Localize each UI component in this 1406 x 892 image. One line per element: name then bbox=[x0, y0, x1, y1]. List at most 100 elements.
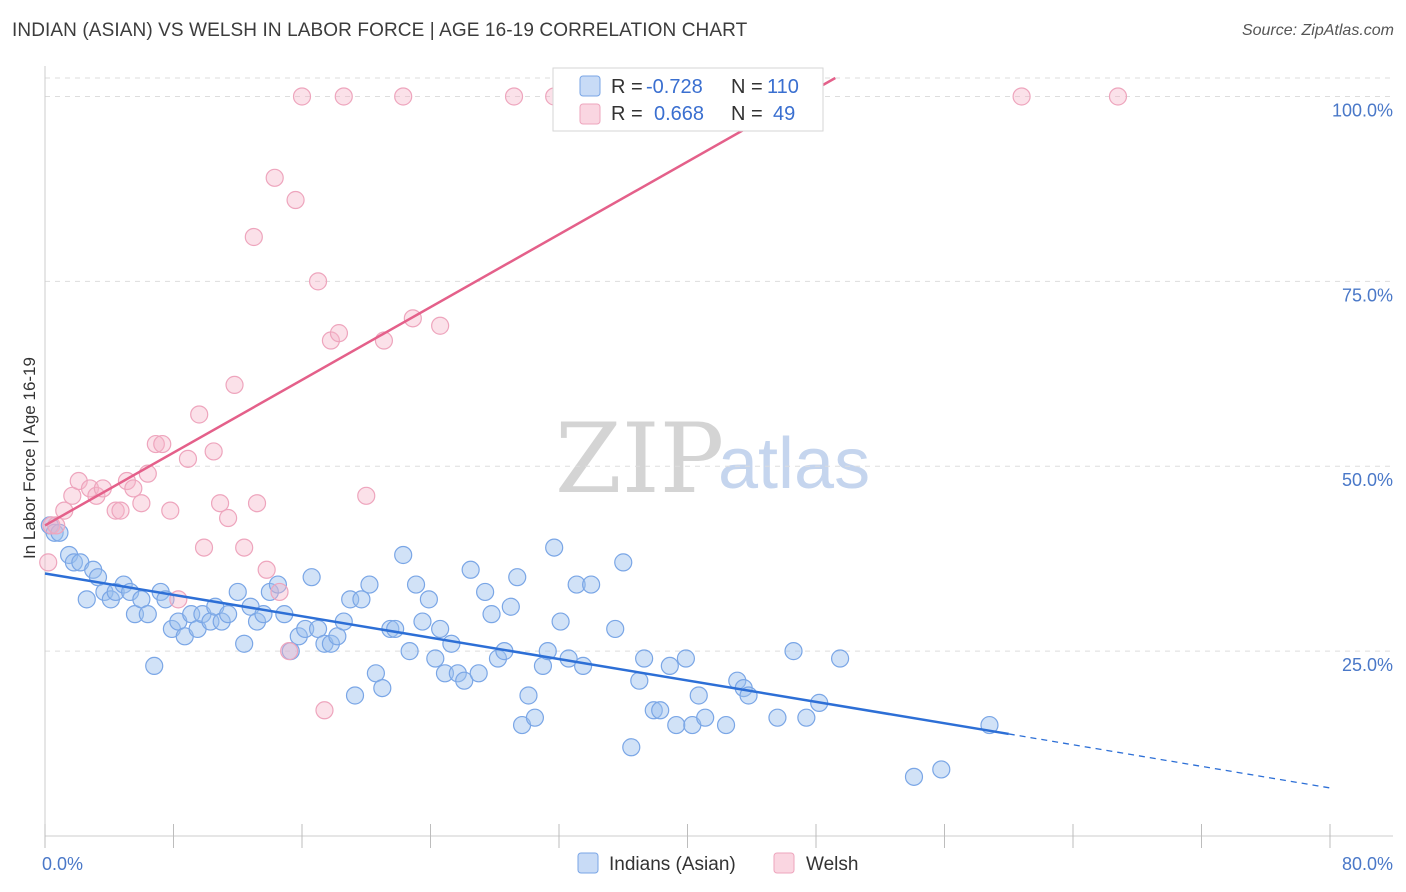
bottom-legend-swatch-blue bbox=[577, 852, 599, 874]
x-tick-label-max: 80.0% bbox=[1342, 854, 1393, 874]
point-indians-asian bbox=[716, 715, 736, 735]
point-indians-asian bbox=[768, 708, 787, 727]
point-welsh bbox=[357, 486, 376, 505]
point-indians-asian bbox=[386, 619, 405, 639]
point-indians-asian bbox=[622, 738, 641, 757]
point-indians-asian bbox=[419, 590, 438, 609]
watermark-atlas: atlas bbox=[718, 424, 870, 504]
point-indians-asian bbox=[228, 582, 247, 602]
point-welsh bbox=[146, 434, 165, 454]
point-indians-asian bbox=[644, 701, 663, 720]
point-indians-asian bbox=[431, 619, 450, 639]
point-welsh bbox=[1012, 87, 1031, 106]
point-indians-asian bbox=[551, 612, 570, 631]
point-indians-asian bbox=[676, 649, 695, 668]
legend-swatch-pink bbox=[579, 103, 601, 125]
x-tick-label-min: 0.0% bbox=[42, 854, 83, 874]
point-indians-asian bbox=[545, 538, 564, 557]
point-welsh bbox=[194, 538, 214, 557]
point-indians-asian bbox=[567, 575, 586, 594]
point-welsh bbox=[329, 324, 349, 343]
point-indians-asian bbox=[651, 701, 670, 720]
point-indians-asian bbox=[296, 619, 315, 639]
point-indians-asian bbox=[219, 605, 238, 624]
point-welsh bbox=[247, 494, 267, 513]
point-welsh bbox=[190, 405, 209, 424]
correlation-legend: R = -0.728 N = 110 R = 0.668 N = 49 bbox=[552, 67, 824, 132]
point-indians-asian bbox=[573, 656, 593, 676]
legend-r-label-pink: R = bbox=[611, 103, 643, 125]
grid-lines bbox=[45, 77, 1393, 652]
trend-line-indians-asian-extension bbox=[1008, 733, 1331, 789]
point-welsh bbox=[334, 87, 353, 106]
point-indians-asian bbox=[519, 686, 538, 705]
y-tick-label: 75.0% bbox=[1342, 285, 1393, 305]
point-indians-asian bbox=[302, 568, 321, 587]
point-indians-asian bbox=[606, 619, 625, 639]
point-indians-asian bbox=[660, 656, 679, 676]
point-indians-asian bbox=[461, 560, 480, 579]
bottom-legend-label-blue: Indians (Asian) bbox=[609, 854, 736, 875]
legend-n-value-pink: 49 bbox=[773, 103, 795, 125]
point-welsh bbox=[106, 501, 125, 520]
point-indians-asian bbox=[501, 597, 520, 616]
point-indians-asian bbox=[289, 627, 308, 646]
point-indians-asian bbox=[373, 678, 392, 698]
point-indians-asian bbox=[77, 590, 96, 609]
y-tick-label: 100.0% bbox=[1332, 100, 1393, 120]
point-indians-asian bbox=[321, 634, 341, 653]
point-indians-asian bbox=[352, 590, 371, 609]
y-tick-label: 25.0% bbox=[1342, 655, 1393, 675]
point-indians-asian bbox=[247, 612, 267, 631]
point-welsh bbox=[69, 471, 88, 491]
point-indians-asian bbox=[830, 649, 850, 668]
point-indians-asian bbox=[394, 545, 413, 565]
point-indians-asian bbox=[582, 575, 601, 594]
point-indians-asian bbox=[482, 605, 501, 624]
point-indians-asian bbox=[635, 649, 654, 668]
point-welsh bbox=[39, 553, 58, 572]
point-indians-asian bbox=[667, 715, 686, 735]
point-indians-asian bbox=[689, 686, 708, 705]
point-indians-asian bbox=[932, 760, 951, 779]
legend-r-value-blue: -0.728 bbox=[646, 76, 703, 98]
point-indians-asian bbox=[455, 671, 474, 690]
legend-r-value-pink: 0.668 bbox=[654, 103, 704, 125]
point-indians-asian bbox=[406, 575, 426, 594]
point-indians-asian bbox=[268, 575, 288, 594]
point-indians-asian bbox=[630, 671, 649, 690]
point-indians-asian bbox=[212, 612, 231, 631]
point-indians-asian bbox=[784, 642, 803, 661]
point-indians-asian bbox=[448, 664, 467, 683]
watermark-zip: ZIP bbox=[555, 403, 724, 515]
point-welsh bbox=[265, 168, 284, 187]
point-welsh bbox=[394, 87, 413, 106]
trend-lines bbox=[44, 76, 1331, 789]
series-legend: Indians (Asian) Welsh bbox=[577, 852, 858, 875]
point-welsh bbox=[244, 227, 263, 247]
point-welsh bbox=[504, 87, 524, 106]
legend-n-value-blue: 110 bbox=[767, 76, 799, 98]
point-welsh bbox=[219, 508, 238, 528]
y-tick-label: 50.0% bbox=[1342, 470, 1393, 490]
point-welsh bbox=[308, 272, 328, 291]
point-welsh bbox=[124, 479, 143, 498]
point-welsh bbox=[292, 87, 312, 106]
point-indians-asian bbox=[797, 708, 816, 727]
legend-n-label-blue: N = bbox=[731, 76, 763, 98]
point-indians-asian bbox=[469, 664, 488, 683]
point-welsh bbox=[153, 434, 172, 454]
point-indians-asian bbox=[138, 605, 157, 624]
series-welsh bbox=[39, 87, 1128, 720]
point-welsh bbox=[225, 375, 244, 394]
point-welsh bbox=[111, 501, 130, 520]
point-indians-asian bbox=[400, 642, 419, 661]
point-indians-asian bbox=[145, 656, 164, 676]
point-indians-asian bbox=[426, 649, 445, 668]
point-welsh bbox=[270, 582, 289, 602]
legend-r-label-blue: R = bbox=[611, 76, 643, 98]
point-welsh bbox=[235, 538, 254, 557]
point-indians-asian bbox=[508, 568, 527, 587]
chart-title: INDIAN (ASIAN) VS WELSH IN LABOR FORCE |… bbox=[12, 20, 748, 41]
